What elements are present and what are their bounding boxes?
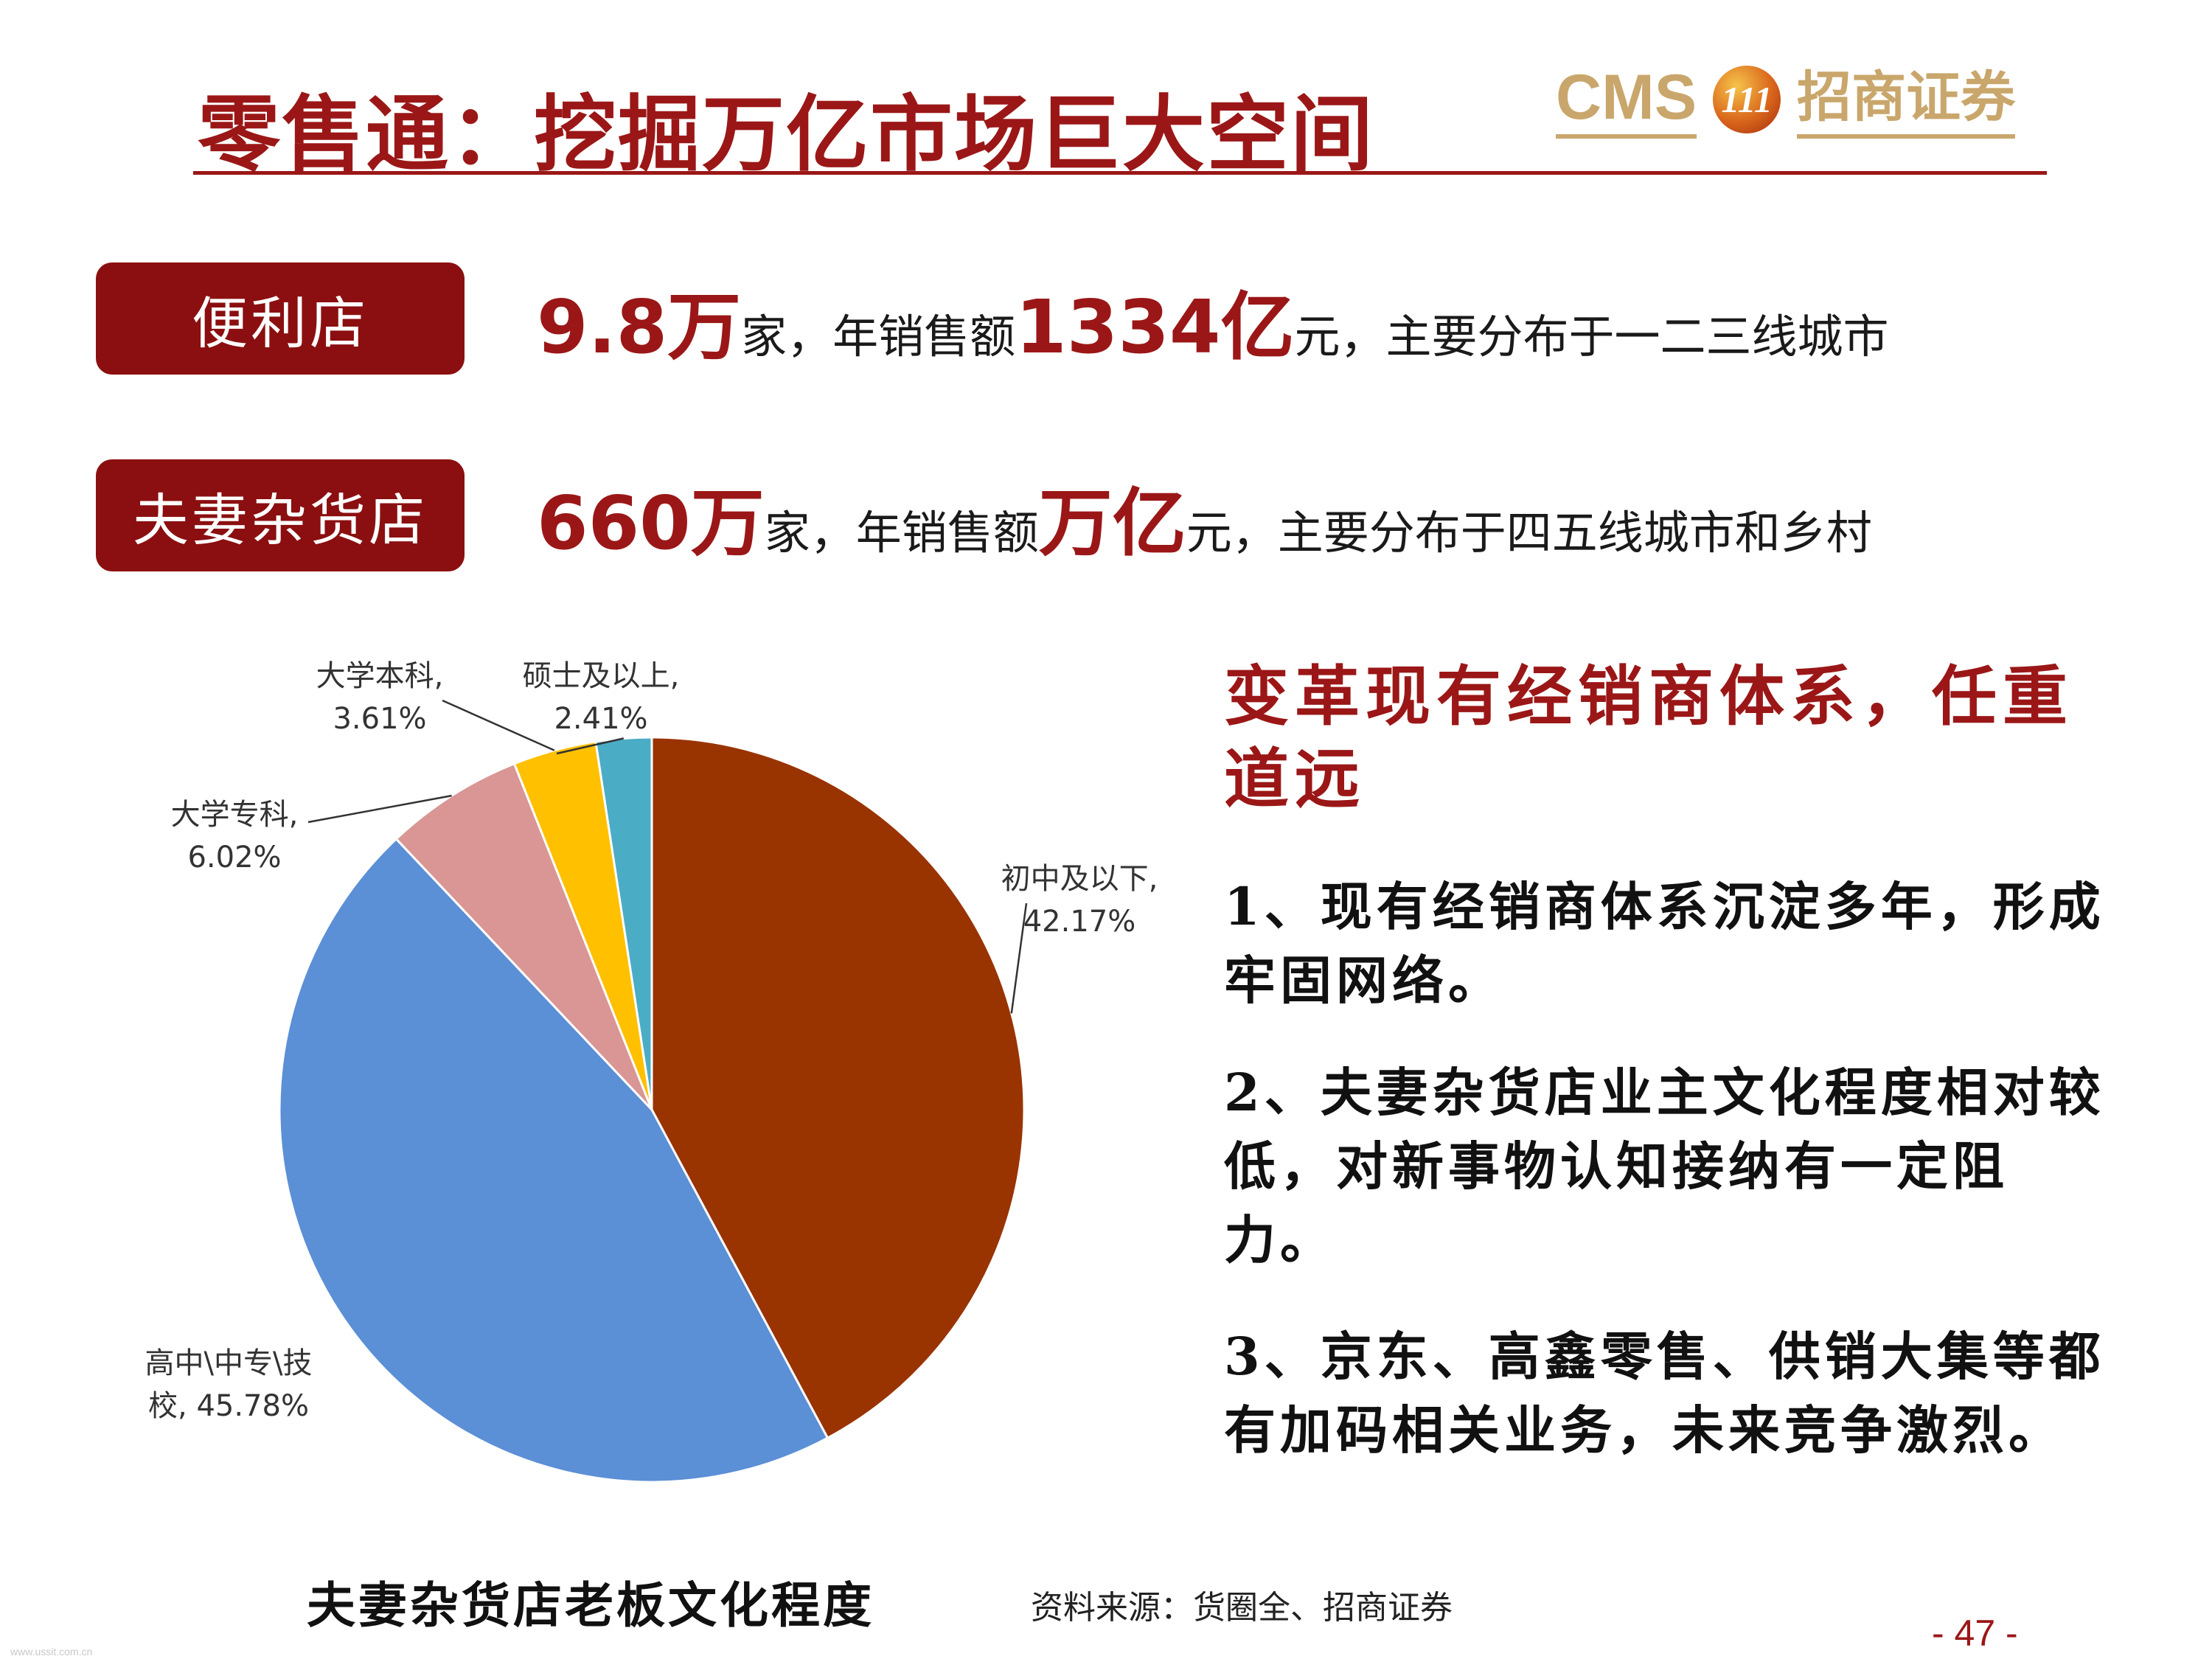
pie-leader-line: [307, 794, 452, 824]
pie-data-label: 硕士及以上, 2.41%: [523, 659, 680, 736]
pie-data-label: 大学本科, 3.61%: [316, 659, 444, 736]
bullet-item: 3、京东、高鑫零售、供销大集等都有加码相关业务，未来竞争激烈。: [1224, 1326, 2105, 1461]
logo-chinese-text: 招商证券: [1797, 60, 2016, 139]
store-count-unit: 家，年销售额: [741, 310, 1016, 364]
store-count-unit: 家，年销售额: [764, 506, 1039, 560]
bullet-item: 1、现有经销商体系沉淀多年，形成牢固网络。: [1224, 876, 2105, 1011]
source-note: 资料来源：货圈全、招商证券: [1031, 1589, 1453, 1627]
pie-leader-line: [1010, 902, 1028, 1014]
store-sales: 1334亿: [1015, 284, 1295, 370]
pie-data-label: 初中及以下, 42.17%: [1001, 862, 1158, 939]
store-count: 9.8万: [537, 284, 742, 370]
store-label-mom-and-pop: 夫妻杂货店: [96, 459, 465, 571]
bullets-title: 变革现有经销商体系，任重道远: [1224, 658, 2074, 817]
pie-leader-line: [556, 737, 625, 755]
pie-slice: [650, 736, 1026, 1440]
bullet-item: 2、夫妻杂货店业主文化程度相对较低，对新事物认知接纳有一定阻力。: [1224, 1062, 2105, 1270]
title-divider: [193, 171, 2047, 175]
page-title: 零售通：挖掘万亿市场巨大空间: [198, 87, 1374, 183]
logo-mark-icon: 111: [1713, 66, 1781, 133]
store-tail: 元，主要分布于一二三线城市: [1294, 310, 1889, 364]
store-tail: 元，主要分布于四五线城市和乡村: [1186, 506, 1872, 560]
pie-data-label: 大学专科, 6.02%: [171, 798, 299, 874]
pie-data-label: 高中\中专\技校, 45.78%: [145, 1346, 313, 1423]
store-count: 660万: [537, 480, 765, 566]
education-pie-chart: 初中及以下, 42.17% 高中\中专\技校, 45.78% 大学专科, 6.02%大学…: [145, 659, 1158, 1484]
store-stat-convenience: 9.8万 家，年销售额 1334亿 元，主要分布于一二三线城市: [537, 267, 1889, 374]
brand-logo: CMS 111 招商证券: [1556, 59, 2016, 140]
logo-latin-text: CMS: [1556, 60, 1697, 139]
pie-slice: [394, 762, 653, 1111]
pie-leader-line: [442, 699, 555, 751]
store-sales: 万亿: [1038, 480, 1186, 566]
store-stat-mom-and-pop: 660万 家，年销售额 万亿 元，主要分布于四五线城市和乡村: [537, 463, 1872, 570]
chart-caption: 夫妻杂货店老板文化程度: [307, 1576, 874, 1634]
store-label-convenience: 便利店: [96, 262, 465, 375]
page-number: - 47 -: [1932, 1613, 2018, 1654]
watermark-text: www.ussit.com.cn: [10, 1646, 93, 1658]
pie-slice: [278, 837, 830, 1484]
